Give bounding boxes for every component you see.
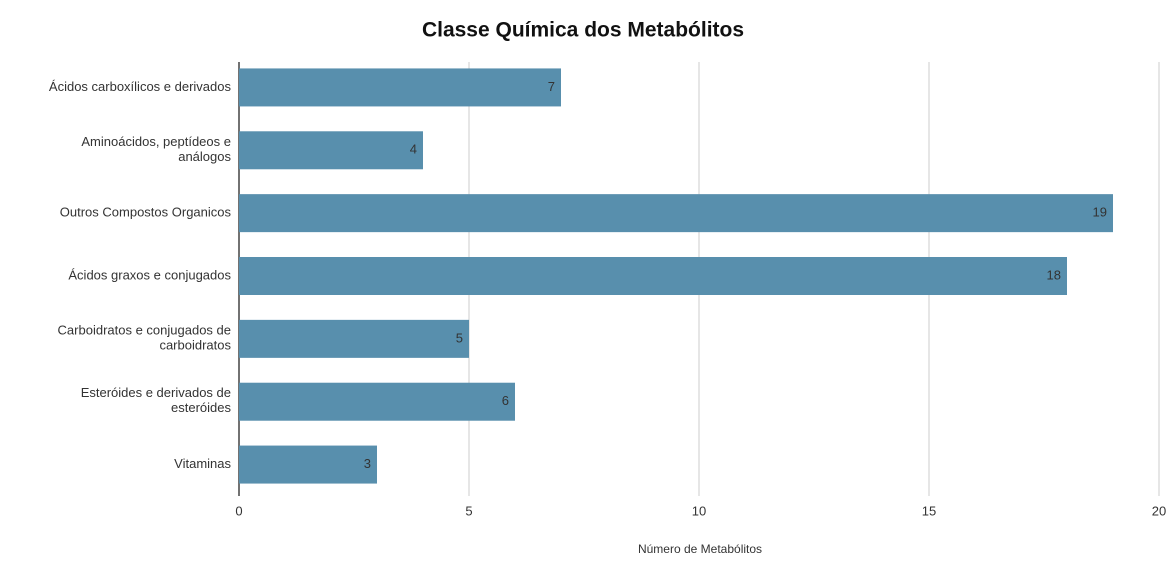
y-tick-label: Aminoácidos, peptídeos e análogos [81,134,231,164]
bar [239,445,377,484]
chart-title: Classe Química dos Metabólitos [422,19,744,42]
bar [239,131,423,170]
y-tick-label: Ácidos graxos e conjugados [68,267,231,282]
x-tick-label: 20 [1152,503,1166,518]
y-tick-label: Vitaminas [174,456,231,471]
bar [239,68,561,107]
data-label: 4 [410,142,417,157]
x-tick-label: 0 [235,503,242,518]
y-tick-label: Outros Compostos Organicos [60,205,232,220]
bar [239,257,1067,295]
data-label: 5 [456,330,463,345]
y-tick-label: Carboidratos e conjugados de carboidratos [58,323,232,353]
y-tick-label: Ácidos carboxílicos e derivados [49,79,232,94]
data-label: 7 [548,79,555,94]
data-label: 18 [1047,267,1061,282]
bar [239,382,515,421]
data-label: 6 [502,393,509,408]
data-label: 19 [1093,205,1107,220]
x-tick-label: 10 [692,503,706,518]
x-axis-label: Número de Metabólitos [638,542,762,556]
data-label: 3 [364,456,371,471]
y-tick-label: Esteróides e derivados de esteróides [81,386,232,416]
x-tick-label: 5 [465,503,472,518]
bar [239,319,469,358]
bar [239,194,1113,233]
x-tick-label: 15 [922,503,936,518]
